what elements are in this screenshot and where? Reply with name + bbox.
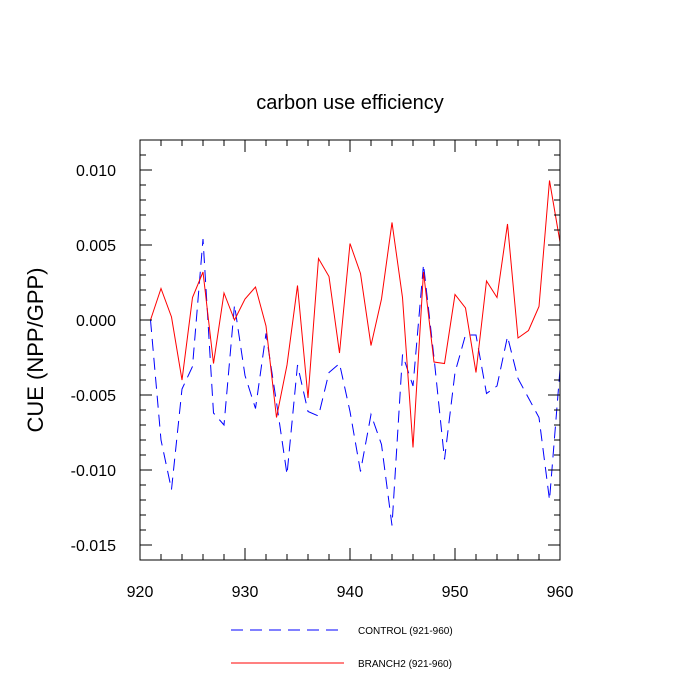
y-axis-label: CUE (NPP/GPP) bbox=[23, 267, 48, 432]
series-line-1 bbox=[150, 238, 561, 526]
legend-label-2: BRANCH2 (921-960) bbox=[358, 659, 452, 670]
axes: 920 930 940 950 960 0.010 0.005 0.000 -0.005 -0.0… bbox=[71, 139, 574, 601]
plot-frame bbox=[139, 139, 561, 561]
y-tick-label: -0.005 bbox=[71, 388, 116, 405]
chart-title: carbon use efficiency bbox=[256, 92, 444, 114]
x-tick-label: 920 bbox=[127, 584, 154, 601]
legend-label-1: CONTROL (921-960) bbox=[358, 626, 453, 637]
x-tick-label: 930 bbox=[232, 584, 259, 601]
y-tick-label: 0.005 bbox=[76, 238, 116, 255]
y-tick-label: 0.010 bbox=[76, 163, 116, 180]
legend: CONTROL (921-960) BRANCH2 (921-960) bbox=[231, 626, 453, 670]
y-tick-label: -0.010 bbox=[71, 463, 116, 480]
y-tick-label: 0.000 bbox=[76, 313, 116, 330]
y-tick-label: -0.015 bbox=[71, 538, 116, 555]
x-tick-label: 940 bbox=[337, 584, 364, 601]
x-tick-label: 960 bbox=[547, 584, 574, 601]
plot-area bbox=[150, 180, 561, 526]
series-line-2 bbox=[150, 180, 561, 448]
x-tick-label: 950 bbox=[442, 584, 469, 601]
